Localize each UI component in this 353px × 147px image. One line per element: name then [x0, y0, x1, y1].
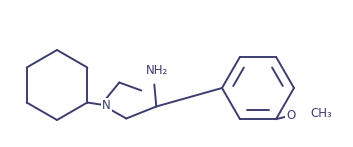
Text: O: O: [286, 109, 295, 122]
Text: NH₂: NH₂: [146, 64, 168, 76]
Text: N: N: [102, 99, 111, 112]
Text: CH₃: CH₃: [310, 107, 332, 120]
